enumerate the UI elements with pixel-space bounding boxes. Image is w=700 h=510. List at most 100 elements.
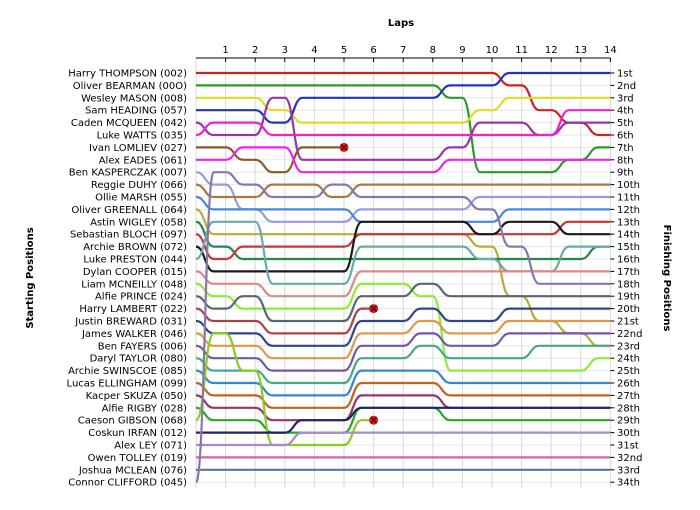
starting-label: Archie BROWN (072) [83,242,187,253]
finishing-label: 30th [617,428,640,439]
finishing-label: 24th [617,354,640,365]
series-line [195,381,611,409]
series-line [195,183,611,199]
x-tick-label: 1 [222,45,228,56]
starting-label: Alex EADES (061) [99,155,187,166]
retirement-marker-cross [370,416,378,424]
retirement-marker [369,415,379,425]
x-tick-label: 11 [515,45,528,56]
series-line [195,220,611,273]
series-line [195,282,611,372]
finishing-label: 26th [617,379,640,390]
starting-label: Connor CLIFFORD (045) [68,478,187,489]
starting-label: Daryl TAYLOR (080) [90,354,188,365]
finishing-label: 10th [617,180,640,191]
starting-label: Owen TOLLEY (019) [88,453,187,464]
finishing-position-labels: 1st2nd3rd4th5th6th7th8th9th10th11th12th1… [610,69,642,489]
starting-position-labels: Harry THOMPSON (002)Oliver BEARMAN (00O)… [67,69,188,489]
finishing-label: 6th [617,131,634,142]
finishing-label: 27th [617,391,640,402]
finishing-label: 20th [617,304,640,315]
x-tick-label: 7 [400,45,406,56]
finishing-label: 22nd [617,329,642,340]
series-line [195,109,611,137]
starting-label: Justin BREWARD (031) [74,317,187,328]
x-tick-label: 13 [574,45,587,56]
series-line [196,431,611,447]
finishing-label: 28th [617,403,640,414]
series-line [196,406,611,434]
finishing-label: 18th [617,279,640,290]
series-line [196,71,611,137]
starting-label: James WALKER (046) [81,329,187,340]
starting-label: Luke PRESTON (044) [83,255,187,266]
x-tick-label: 6 [370,45,376,56]
y-axis-title-right: Finishing Positions [661,225,672,332]
finishing-label: 4th [617,106,634,117]
starting-label: Sam HEADING (057) [85,106,187,117]
starting-label: Coskun IRFAN (012) [88,428,187,439]
starting-label: Liam MCNEILLY (048) [81,279,187,290]
retirement-markers [339,142,379,425]
finishing-label: 8th [617,155,634,166]
retirement-marker-cross [370,305,378,313]
starting-label: Joshua MCLEAN (076) [78,465,187,476]
series-line [196,146,611,174]
finishing-label: 15th [617,242,640,253]
x-tick-label: 14 [604,45,617,56]
starting-label: Oliver BEARMAN (00O) [73,81,187,92]
finishing-label: 7th [617,143,634,154]
finishing-label: 12th [617,205,640,216]
starting-label: Kacper SKUZA (050) [86,391,187,402]
series-line [195,96,611,161]
finishing-label: 13th [617,217,640,228]
series-line [195,307,374,335]
starting-label: Alfie RIGBY (028) [102,403,187,414]
starting-label: Ben KASPERCZAK (007) [69,168,187,179]
finishing-label: 14th [617,230,640,241]
x-tick-label: 5 [341,45,347,56]
series-line [195,307,611,347]
x-tick-label: 10 [486,45,499,56]
starting-label: Sebastian BLOCH (097) [70,230,187,241]
x-tick-label: 9 [459,45,465,56]
x-tick-label: 4 [311,45,317,56]
starting-label: Oliver GREENALL (064) [71,205,187,216]
finishing-label: 21st [617,317,639,328]
finishing-label: 23rd [617,341,640,352]
finishing-label: 33rd [617,465,640,476]
starting-label: Ivan LOMLIEV (027) [89,143,187,154]
series-line [195,171,611,223]
finishing-label: 34th [617,478,640,489]
series-line [195,270,611,298]
starting-label: Wesley MASON (008) [81,93,187,104]
starting-label: Ollie MARSH (055) [95,193,187,204]
finishing-label: 17th [617,267,640,278]
finishing-label: 2nd [617,81,636,92]
series-line [196,71,611,124]
finishing-label: 32nd [617,453,642,464]
series-line [195,220,611,261]
finishing-label: 16th [617,255,640,266]
x-tick-label: 2 [252,45,258,56]
finishing-label: 25th [617,366,640,377]
series-line [195,220,611,261]
starting-label: Caeson GIBSON (068) [78,416,187,427]
series-line [195,146,344,174]
retirement-marker-cross [340,143,348,151]
starting-label: Dylan COOPER (015) [83,267,187,278]
starting-label: Astin WIGLEY (058) [90,217,187,228]
series-line [195,332,611,372]
x-axis-title: Laps [388,18,414,29]
series-line [196,84,611,174]
series-line [195,344,611,385]
starting-label: Caden MCQUEEN (042) [71,118,187,129]
finishing-label: 11th [617,193,640,204]
retirement-marker [339,142,349,152]
starting-label: Harry LAMBERT (022) [79,304,187,315]
series-lines [194,71,611,484]
starting-label: Harry THOMPSON (002) [68,69,187,80]
finishing-label: 9th [617,168,634,179]
starting-label: Lucas ELLINGHAM (099) [67,379,188,390]
